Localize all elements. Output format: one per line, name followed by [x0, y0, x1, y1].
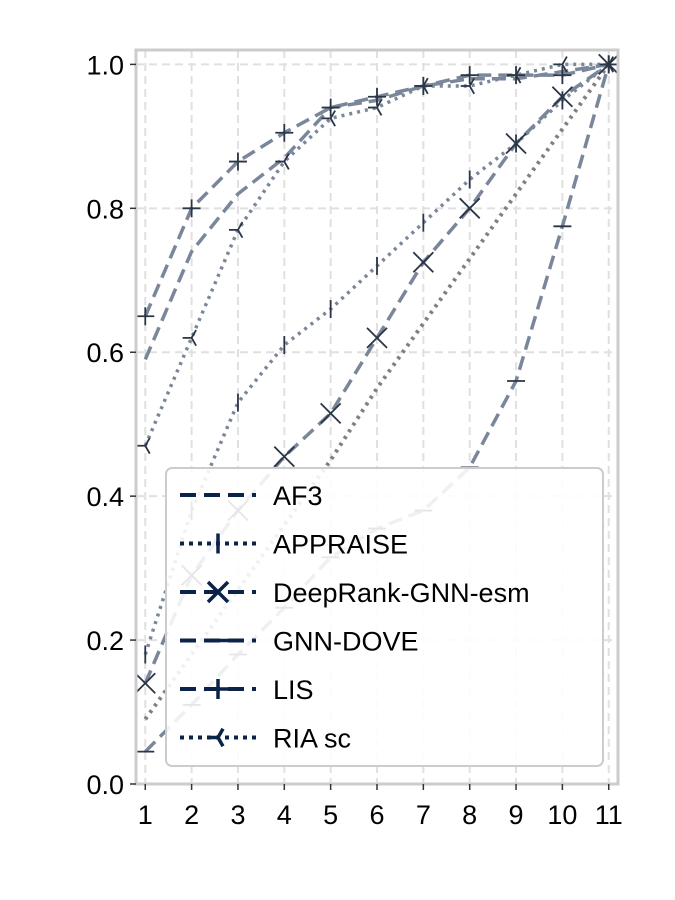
x-tick-label: 10 [547, 800, 577, 830]
data-point [136, 437, 151, 455]
x-tick-label: 1 [138, 800, 153, 830]
data-point [412, 251, 434, 273]
data-point [136, 307, 155, 326]
x-tick-label: 11 [595, 800, 623, 830]
x-tick-label: 6 [369, 800, 384, 830]
legend: AF3 APPRAISE DeepRank-GNN-esm GNN-DOVE LIS RI… [165, 467, 604, 767]
series-markers [134, 53, 620, 753]
y-tick-label: 0.0 [86, 770, 124, 800]
y-tick-label: 0.8 [86, 194, 124, 224]
x-tick-label: 5 [323, 800, 338, 830]
x-tick-label: 4 [277, 800, 292, 830]
legend-marker [208, 727, 225, 748]
data-point [182, 199, 201, 218]
x-tick-label: 8 [462, 800, 477, 830]
x-tick-label: 7 [416, 800, 431, 830]
data-point [460, 77, 475, 95]
data-point [553, 56, 568, 73]
data-point [459, 197, 481, 219]
y-tick-label: 0.6 [86, 338, 124, 368]
x-tick-label: 2 [184, 800, 199, 830]
legend-label: APPRAISE [273, 530, 408, 560]
data-point [368, 99, 383, 116]
legend-label: RIA sc [273, 724, 351, 754]
data-point [551, 86, 574, 108]
data-point [134, 672, 156, 694]
data-point [599, 56, 615, 73]
data-point [273, 445, 295, 468]
x-tick-label: 3 [230, 800, 245, 830]
legend-marker [208, 679, 228, 699]
legend-label: LIS [273, 675, 314, 705]
x-axis-ticks: 1 2 3 4 5 6 7 8 9 10 11 [138, 784, 623, 830]
data-point [275, 153, 290, 170]
data-point [321, 110, 336, 127]
data-point [505, 132, 527, 155]
data-point [460, 66, 479, 85]
data-point [414, 77, 429, 95]
y-axis-ticks: 0.0 0.2 0.4 0.6 0.8 1.0 [86, 50, 136, 800]
y-tick-label: 0.2 [86, 626, 124, 656]
legend-marker [206, 580, 230, 604]
data-point [275, 123, 294, 142]
y-tick-label: 1.0 [86, 50, 124, 80]
data-point [320, 402, 342, 425]
data-point [228, 221, 244, 239]
legend-label: AF3 [273, 481, 323, 511]
data-point [366, 327, 388, 349]
data-point [368, 87, 386, 106]
data-point [507, 66, 522, 84]
legend-box [165, 467, 604, 767]
data-point [321, 98, 340, 117]
data-point [228, 152, 247, 171]
data-point [553, 66, 572, 85]
legend-label: DeepRank-GNN-esm [273, 578, 530, 608]
data-point [182, 329, 197, 347]
x-tick-label: 9 [509, 800, 524, 830]
legend-label: GNN-DOVE [273, 627, 419, 657]
y-tick-label: 0.4 [86, 482, 124, 512]
